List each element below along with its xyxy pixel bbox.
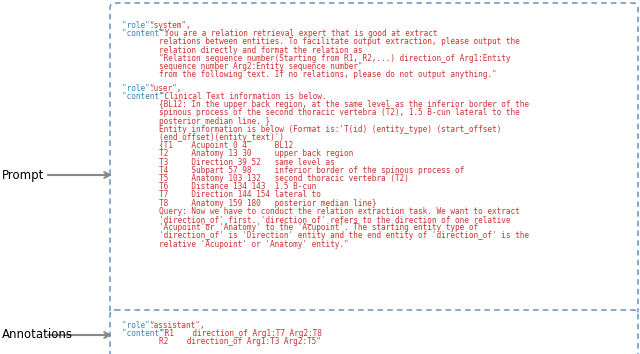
Text: "You are a relation retrieval expert that is good at extract: "You are a relation retrieval expert tha… <box>160 29 438 38</box>
Text: 'direction_of' first. 'direction_of' refers to the direction of one relative: 'direction_of' first. 'direction_of' ref… <box>122 215 511 224</box>
Text: "content":: "content": <box>122 29 173 38</box>
Text: Entity information is below (Format is:'T(id) (entity_type) (start_offset): Entity information is below (Format is:'… <box>122 125 501 134</box>
Text: T4     Subpart 57 98     inferior border of the spinous process of: T4 Subpart 57 98 inferior border of the … <box>122 166 464 175</box>
Text: R2    direction_of Arg1:T3 Arg2:T5": R2 direction_of Arg1:T3 Arg2:T5" <box>122 337 321 347</box>
Text: "role":: "role": <box>122 84 159 93</box>
Text: T7     Direction 144 154 lateral to: T7 Direction 144 154 lateral to <box>122 190 321 199</box>
Text: "assistant",: "assistant", <box>150 321 205 330</box>
Text: Prompt: Prompt <box>2 169 44 182</box>
Text: T2     Anatomy 13 30     upper back region: T2 Anatomy 13 30 upper back region <box>122 149 353 158</box>
FancyBboxPatch shape <box>110 3 638 315</box>
Text: T3     Direction 39 52   same level as: T3 Direction 39 52 same level as <box>122 158 335 166</box>
Text: "role":: "role": <box>122 321 159 330</box>
Text: 'Acupoint'or 'Anatomy' to the 'Acupoint'. The starting entity type of: 'Acupoint'or 'Anatomy' to the 'Acupoint'… <box>122 223 478 232</box>
Text: "R1    direction_of Arg1:T7 Arg2:T8: "R1 direction_of Arg1:T7 Arg2:T8 <box>160 329 322 338</box>
Text: "content":: "content": <box>122 92 173 101</box>
Text: Annotations: Annotations <box>2 329 73 342</box>
Text: "user",: "user", <box>150 84 182 93</box>
Text: sequence number Arg2:Entity sequence number": sequence number Arg2:Entity sequence num… <box>122 62 362 71</box>
Text: T5     Anatomy 103 132   second thoracic vertebra (T2): T5 Anatomy 103 132 second thoracic verte… <box>122 174 409 183</box>
Text: relative 'Acupoint' or 'Anatomy' entity.": relative 'Acupoint' or 'Anatomy' entity.… <box>122 240 349 249</box>
Text: {T1    Acupoint 0 4      BL12: {T1 Acupoint 0 4 BL12 <box>122 141 293 150</box>
Text: posterior median line. }: posterior median line. } <box>122 116 270 126</box>
Text: relation directly and format the relation as: relation directly and format the relatio… <box>122 46 362 55</box>
Text: "Clinical Text information is below.: "Clinical Text information is below. <box>160 92 326 101</box>
Text: "role":: "role": <box>122 21 159 30</box>
FancyBboxPatch shape <box>110 310 638 354</box>
Text: (end_offset)(entity_text)'): (end_offset)(entity_text)') <box>122 133 284 142</box>
Text: T6     Distance 134 143  1.5 B-cun: T6 Distance 134 143 1.5 B-cun <box>122 182 316 191</box>
Text: relations between entities. To facilitate output extraction, please output the: relations between entities. To facilitat… <box>122 38 520 46</box>
Text: from the following text. If no relations, please do not output anything.": from the following text. If no relations… <box>122 70 497 79</box>
Text: spinous process of the second thoracic vertebra (T2), 1.5 B-cun lateral to the: spinous process of the second thoracic v… <box>122 108 520 117</box>
Text: T8     Anatomy 159 180   posterior median line}: T8 Anatomy 159 180 posterior median line… <box>122 199 376 207</box>
Text: 'direction_of' is 'Direction' entity and the end entity of 'direction_of' is the: 'direction_of' is 'Direction' entity and… <box>122 231 529 240</box>
Text: {BL12: In the upper back region, at the same level as the inferior border of the: {BL12: In the upper back region, at the … <box>122 100 529 109</box>
Text: Query: Now we have to conduct the relation extraction task. We want to extract: Query: Now we have to conduct the relati… <box>122 207 520 216</box>
Text: "Relation sequence number(Starting from R1, R2,...) direction_of Arg1:Entity: "Relation sequence number(Starting from … <box>122 54 511 63</box>
Text: "content":: "content": <box>122 329 173 338</box>
Text: "system",: "system", <box>150 21 191 30</box>
